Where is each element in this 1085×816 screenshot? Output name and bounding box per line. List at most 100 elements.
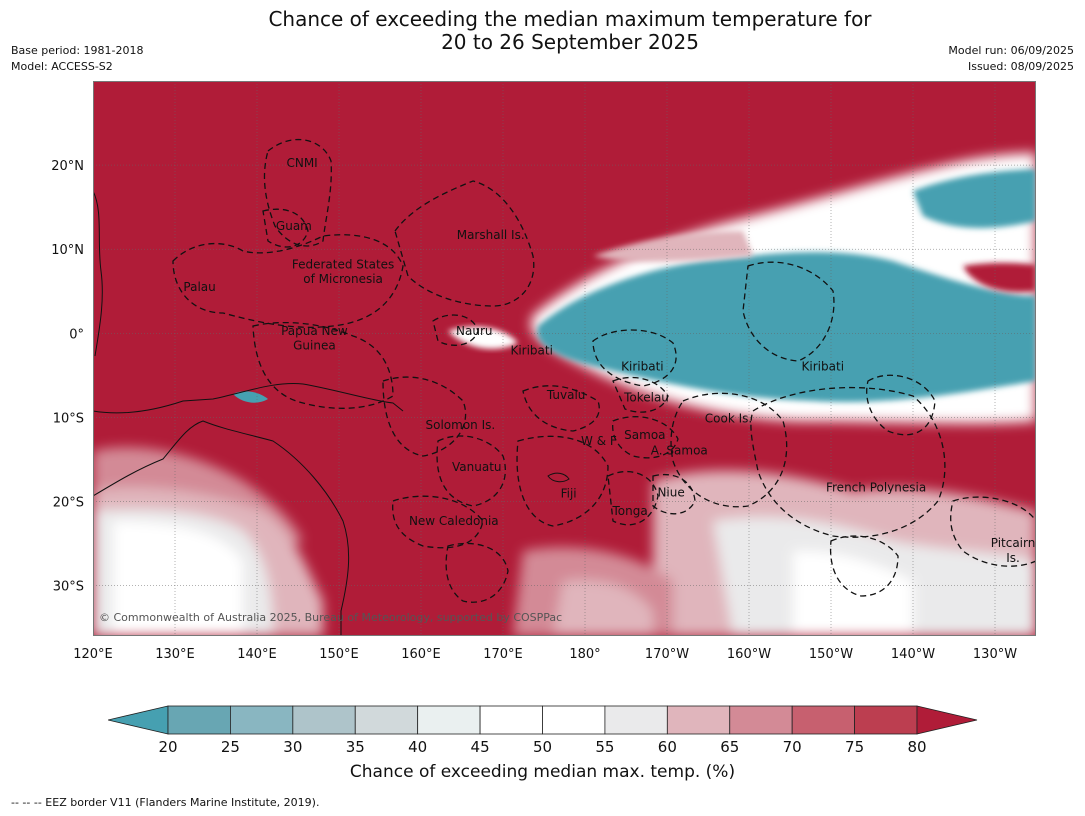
colorbar-segment [854,705,918,735]
latitude-tick-label: 0° [69,327,84,342]
place-label: Fiji [561,486,577,500]
eez-french-polynesia [750,386,946,538]
colorbar-segment [230,705,294,735]
eez-marquesas [866,374,936,436]
place-label: Cook Is. [705,411,752,425]
eez-kiribati-phoenix [592,329,677,387]
colorbar-segments [108,705,978,735]
longitude-tick-label: 170°W [645,647,689,662]
longitude-tick-label: 130°W [973,647,1017,662]
issued-date: Issued: 08/09/2025 [967,60,1074,73]
eez-tonga [607,470,659,526]
colorbar-label: Chance of exceeding median max. temp. (%… [349,762,736,782]
model-run: Model run: 06/09/2025 [948,44,1074,57]
place-label: Vanuatu [452,460,502,474]
colorbar-ticks: 20 25 30 35 40 45 50 55 60 65 70 75 80 [158,738,926,756]
colorbar-tick-label: 50 [533,738,552,756]
latitude-tick-label: 20°S [53,495,84,510]
place-label: Guam [276,219,312,233]
eez-pitcairn [950,496,1036,567]
colorbar-tick-label: 45 [471,738,490,756]
colorbar-high-extension [916,705,978,735]
colorbar-tick-label: 30 [283,738,302,756]
latitude-labels: 20°N 10°N 0° 10°S 20°S 30°S [51,159,84,594]
longitude-tick-label: 140°W [891,647,935,662]
longitude-tick-label: 160°W [727,647,771,662]
cool-anomaly-band [448,153,1036,424]
colorbar-segment [167,705,231,735]
longitude-tick-label: 120°E [73,647,113,662]
place-label: W & F [581,434,617,448]
colorbar-segment [791,705,855,735]
place-label: Tuvalu [546,388,586,402]
eez-marshall [394,180,535,307]
meta-left: Base period: 1981-2018 Model: ACCESS-S2 [11,43,143,75]
australia-coast [93,420,350,636]
eez-new-caledonia [392,495,484,549]
place-label: Pitcairn [991,536,1036,550]
eez-austral [829,535,899,597]
colorbar-segment [542,705,606,735]
colorbar-tick-label: 20 [158,738,177,756]
colorbar-tick-label: 75 [845,738,864,756]
coastlines [93,190,570,636]
title-line-2: 20 to 26 September 2025 [441,30,699,54]
longitude-tick-label: 140°E [237,647,277,662]
eez-samoa [612,416,679,459]
place-label: Kiribati [802,359,844,373]
colorbar-tick-label: 60 [658,738,677,756]
map-panel: CNMI Guam Marshall Is. Federated States of M… [93,81,1036,636]
place-label: Is. [1006,551,1020,565]
place-label: Federated States [292,258,394,272]
copyright-notice: © Commonwealth of Australia 2025, Bureau… [99,611,562,624]
map-title: Chance of exceeding the median maximum t… [0,8,1085,54]
mixed-probability-zones [93,447,1036,636]
model-name: Model: ACCESS-S2 [11,60,113,73]
place-label: Tonga [611,504,647,518]
eez-tuvalu [522,385,600,432]
place-label: A. Samoa [651,443,708,457]
new-guinea-coast [93,383,404,414]
cool-patch-png [233,391,268,403]
eez-cook-islands [670,392,788,508]
place-label: Kiribati [621,359,663,373]
colorbar-segment [417,705,481,735]
place-label: Marshall Is. [457,228,525,242]
place-label: Solomon Is. [426,418,496,432]
philippines-coast [93,190,103,357]
place-label: Samoa [624,428,665,442]
eez-nauru [432,314,479,346]
meta-right: Model run: 06/09/2025 Issued: 08/09/2025 [948,43,1074,75]
longitude-tick-label: 150°E [319,647,359,662]
eez-borders [172,138,1036,603]
place-label: Palau [183,280,215,294]
eez-norfolk [445,542,509,603]
colorbar-segment [666,705,731,735]
eez-niue [652,473,696,515]
latitude-tick-label: 10°S [53,411,84,426]
eez-kiribati-line [742,261,835,362]
longitude-tick-label: 180° [569,647,600,662]
colorbar-segment [729,705,793,735]
colorbar-tick-label: 35 [346,738,365,756]
colorbar-segment [479,705,543,735]
place-label: of Micronesia [303,272,383,286]
eez-cnmi [263,138,332,247]
longitude-tick-label: 160°E [401,647,441,662]
colorbar-tick-label: 70 [783,738,802,756]
place-label: Nauru [456,324,492,338]
place-label: CNMI [286,156,317,170]
colorbar-tick-label: 65 [720,738,739,756]
eez-guam [262,208,309,248]
colorbar-segment [292,705,356,735]
eez-tokelau [612,376,669,413]
colorbar-segment [354,705,419,735]
eez-footnote: -- -- -- EEZ border V11 (Flanders Marine… [11,796,320,809]
colorbar-tick-label: 55 [595,738,614,756]
map-frame [93,81,1036,636]
latitude-tick-label: 20°N [51,159,84,174]
base-period: Base period: 1981-2018 [11,44,144,57]
place-label: New Caledonia [409,514,499,528]
